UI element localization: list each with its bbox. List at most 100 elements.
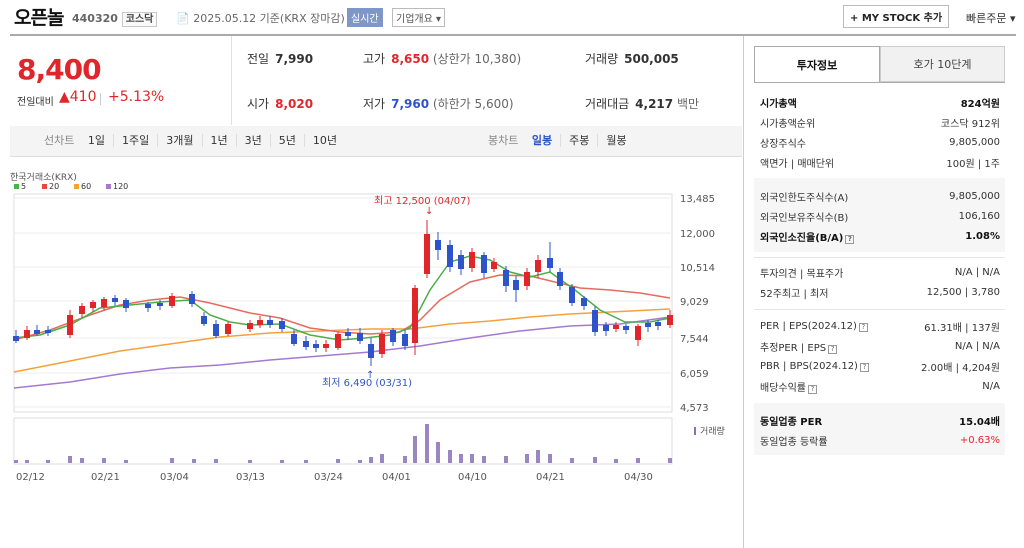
divider	[754, 309, 1005, 310]
period-3y[interactable]: 3년	[244, 134, 271, 147]
period-5y[interactable]: 5년	[278, 134, 305, 147]
tab-orderbook[interactable]: 호가 10단계	[880, 46, 1005, 82]
svg-text:12,000: 12,000	[680, 229, 715, 240]
help-icon[interactable]: ?	[828, 344, 838, 354]
ma120-line	[13, 316, 671, 389]
svg-text:7,544: 7,544	[680, 334, 709, 345]
help-icon[interactable]: ?	[808, 384, 817, 394]
panel-divider	[743, 36, 744, 548]
date-info: 📄 2025.05.12 기준(KRX 장마감)	[176, 12, 345, 25]
period-10y[interactable]: 10년	[312, 134, 337, 147]
candles	[13, 220, 673, 366]
volume-bars	[14, 424, 672, 463]
change-rate: +5.13%	[108, 89, 165, 105]
chart-source: 한국거래소(KRX)	[10, 172, 77, 183]
svg-text:04/01: 04/01	[382, 472, 411, 483]
help-icon[interactable]: ?	[858, 322, 868, 332]
svg-text:04/10: 04/10	[458, 472, 487, 483]
info-row: 액면가 | 매매단위 100원 | 1주	[760, 158, 1000, 170]
stat-low: 저가 7,960 (하한가 5,600)	[363, 97, 514, 111]
high-annotation: 최고 12,500 (04/07)	[374, 195, 470, 207]
help-icon[interactable]: ?	[859, 362, 869, 372]
low-arrow-icon: ↑	[366, 370, 374, 381]
candle-monthly[interactable]: 월봉	[606, 134, 627, 147]
svg-text:10,514: 10,514	[680, 263, 715, 274]
svg-text:02/12: 02/12	[16, 472, 45, 483]
separator	[100, 93, 101, 105]
high-arrow-icon: ↓	[425, 206, 433, 217]
info-row: PBR | BPS(2024.12)? 2.00배 | 4,204원	[760, 360, 1000, 374]
candle-daily[interactable]: 일봉	[531, 134, 562, 147]
info-row: 외국인소진율(B/A)? 1.08%	[760, 230, 1000, 244]
info-row: 시가총액 824억원	[760, 98, 1000, 110]
current-price: 8,400	[17, 53, 102, 86]
stat-high: 고가 8,650 (상한가 10,380)	[363, 52, 522, 66]
volume-pane	[13, 417, 673, 465]
add-mystock-button[interactable]: + MY STOCK 추가	[843, 5, 950, 28]
top-divider	[10, 34, 1016, 36]
tab-investment-info[interactable]: 투자정보	[754, 46, 880, 82]
svg-text:6,059: 6,059	[680, 369, 709, 380]
market-badge: 코스닥	[121, 12, 158, 27]
price-box	[10, 36, 232, 125]
price-pane	[13, 193, 673, 413]
info-row[interactable]: 동일업종 PER 15.04배	[760, 416, 1000, 428]
stat-open: 시가 8,020	[247, 97, 314, 111]
volume-legend: 거래량	[700, 425, 725, 437]
svg-text:03/04: 03/04	[160, 472, 189, 483]
info-row: 추정PER | EPS? N/A | N/A	[760, 340, 1000, 354]
period-3m[interactable]: 3개월	[166, 134, 203, 147]
info-row: 상장주식수 9,805,000	[760, 136, 1000, 150]
svg-text:04/21: 04/21	[536, 472, 565, 483]
svg-text:60: 60	[81, 182, 91, 191]
svg-text:20: 20	[49, 182, 59, 191]
stat-amount: 거래대금 4,217 백만	[585, 97, 700, 111]
ma20-line	[13, 274, 671, 341]
period-1d[interactable]: 1일	[87, 134, 114, 147]
candle-chart-periods: 봉차트 일봉 주봉 월봉	[488, 132, 643, 148]
change-value: ▲410	[59, 89, 97, 105]
candle-weekly[interactable]: 주봉	[569, 134, 599, 147]
svg-text:4,573: 4,573	[680, 403, 709, 414]
chart-toolbar	[10, 126, 742, 157]
x-axis-ticks: 02/12 02/21 03/04 03/13 03/24 04/01 04/10 04/21…	[16, 472, 653, 483]
svg-text:13,485: 13,485	[680, 194, 715, 205]
info-row: 투자의견 | 목표주가 N/A | N/A	[760, 266, 1000, 280]
info-tabs: 투자정보 호가 10단계	[754, 46, 1005, 83]
svg-text:03/24: 03/24	[314, 472, 343, 483]
svg-text:9,029: 9,029	[680, 297, 709, 308]
stat-volume: 거래량 500,005	[585, 52, 679, 66]
svg-text:120: 120	[113, 182, 128, 191]
info-row[interactable]: 시가총액순위 코스닥 912위	[760, 118, 1000, 130]
chart-legend: 5 20 60 120	[14, 182, 128, 191]
foreign-section	[754, 178, 1005, 252]
change-label: 전일대비	[17, 97, 54, 108]
svg-text:04/30: 04/30	[624, 472, 653, 483]
info-row: PER | EPS(2024.12)? 61.31배 | 137원	[760, 320, 1000, 334]
info-row: 외국인한도주식수(A) 9,805,000	[760, 190, 1000, 204]
quick-order-link[interactable]: 빠른주문 ▾	[966, 12, 1016, 25]
line-chart-periods: 선차트 1일 1주일 3개월 1년 3년 5년 10년	[44, 132, 353, 148]
live-button[interactable]: 실시간	[347, 8, 383, 27]
info-row[interactable]: 동일업종 등락률 +0.63%	[760, 434, 1000, 448]
stock-chart: 한국거래소(KRX) 5 20 60 120 13,485 12,000 10,51…	[10, 172, 725, 483]
divider	[754, 257, 1005, 258]
low-annotation: 최저 6,490 (03/31)	[322, 377, 412, 389]
svg-text:5: 5	[21, 182, 26, 191]
company-overview-dropdown[interactable]: 기업개요 ▾	[392, 8, 446, 27]
stat-prev: 전일 7,990	[247, 52, 314, 66]
y-axis-ticks: 13,485 12,000 10,514 9,029 7,544 6,059 4,573	[680, 194, 715, 414]
investment-info-panel: 시가총액 824억원 시가총액순위 코스닥 912위 상장주식수 9,805,000 …	[754, 82, 1005, 462]
svg-text:03/13: 03/13	[236, 472, 265, 483]
svg-text:02/21: 02/21	[91, 472, 120, 483]
stock-code: 440320 코스닥	[72, 10, 158, 27]
period-1y[interactable]: 1년	[210, 134, 237, 147]
stock-name: 오픈놀	[14, 7, 64, 29]
info-row: 외국인보유주식수(B) 106,160	[760, 210, 1000, 224]
info-row: 배당수익률? N/A	[760, 380, 1000, 394]
period-1w[interactable]: 1주일	[122, 134, 159, 147]
ma60-line	[13, 308, 671, 373]
help-icon[interactable]: ?	[845, 234, 855, 244]
industry-section	[754, 403, 1005, 455]
info-row: 52주최고 | 최저 12,500 | 3,780	[760, 286, 1000, 300]
